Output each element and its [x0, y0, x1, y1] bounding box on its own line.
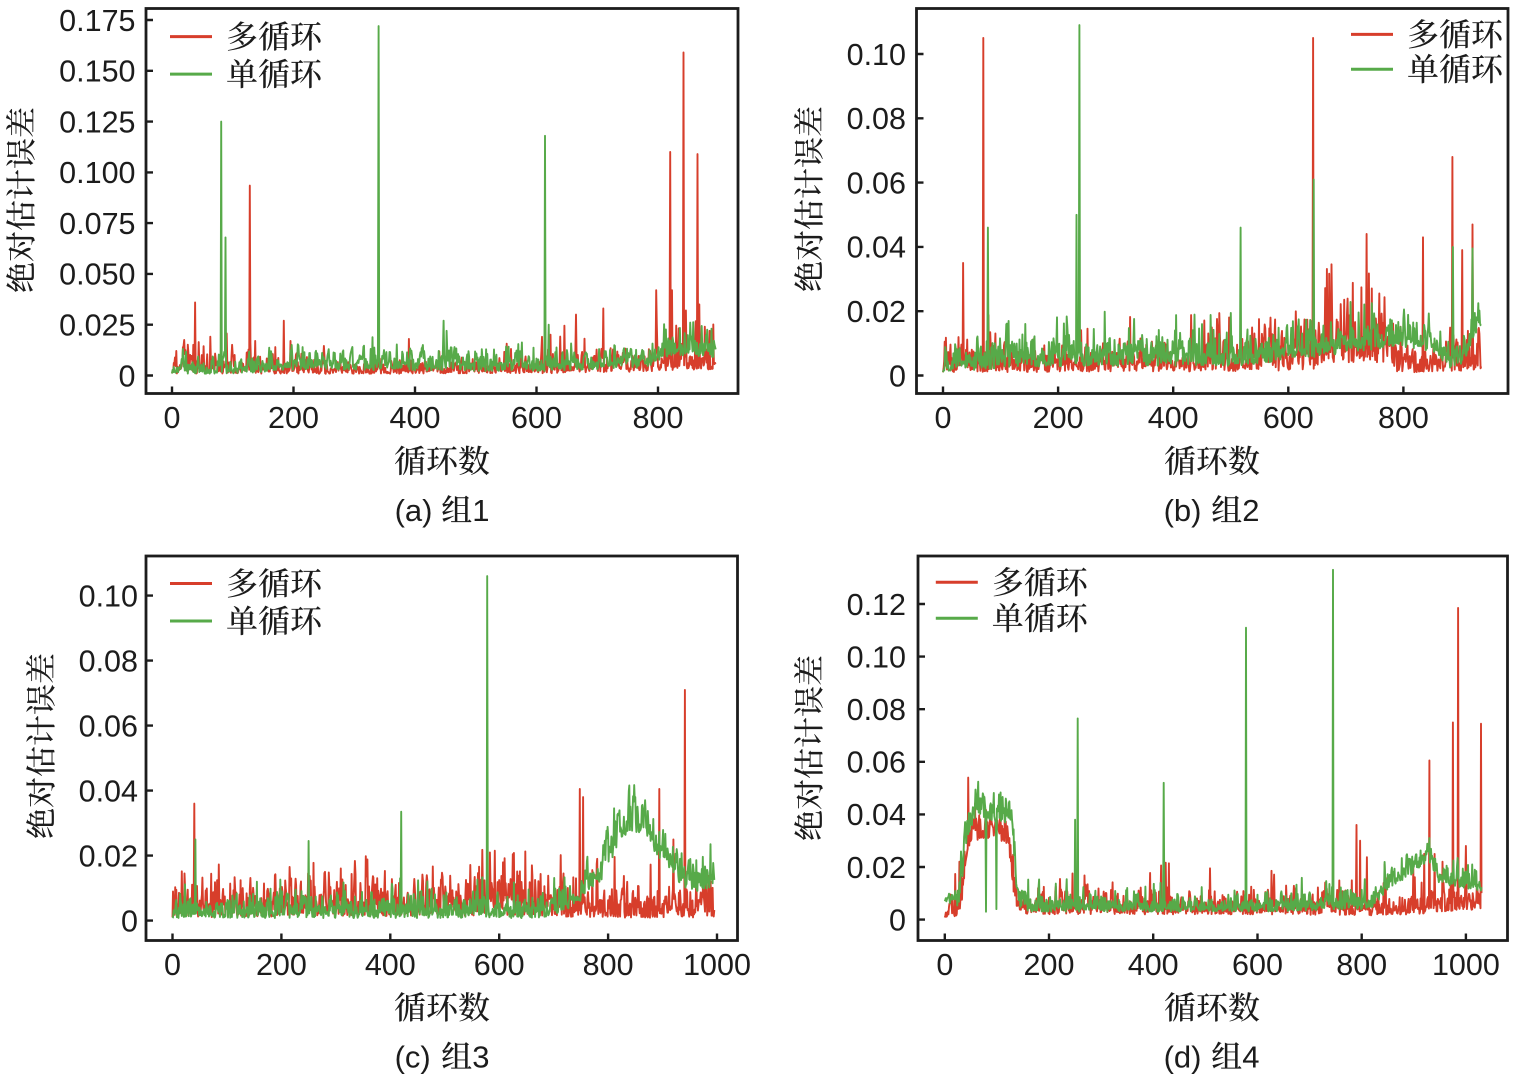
svg-text:0: 0 [936, 948, 953, 982]
svg-text:(a): (a) [395, 493, 433, 528]
svg-text:2: 2 [1242, 493, 1259, 528]
svg-text:1000: 1000 [1432, 948, 1500, 982]
svg-text:800: 800 [1378, 401, 1429, 435]
svg-text:0.12: 0.12 [847, 588, 906, 622]
svg-text:0.025: 0.025 [59, 309, 135, 343]
svg-text:0.02: 0.02 [847, 851, 906, 885]
svg-text:0.150: 0.150 [59, 55, 135, 89]
svg-text:0.10: 0.10 [847, 38, 906, 72]
svg-text:400: 400 [1128, 948, 1179, 982]
svg-text:0.10: 0.10 [79, 579, 138, 613]
svg-text:400: 400 [365, 948, 416, 982]
svg-text:0.175: 0.175 [59, 4, 135, 38]
svg-text:0.04: 0.04 [847, 231, 906, 265]
svg-text:0.10: 0.10 [847, 640, 906, 674]
svg-text:200: 200 [256, 948, 307, 982]
svg-text:0.04: 0.04 [847, 798, 906, 832]
svg-text:400: 400 [390, 401, 441, 435]
svg-text:0.02: 0.02 [847, 295, 906, 329]
svg-text:200: 200 [268, 401, 319, 435]
svg-text:600: 600 [474, 948, 525, 982]
svg-text:800: 800 [1336, 948, 1387, 982]
svg-text:0.08: 0.08 [847, 102, 906, 136]
svg-text:0: 0 [935, 401, 952, 435]
svg-text:0: 0 [164, 948, 181, 982]
svg-text:0.08: 0.08 [847, 693, 906, 727]
svg-text:800: 800 [583, 948, 634, 982]
svg-text:0.06: 0.06 [847, 166, 906, 200]
svg-text:0: 0 [119, 359, 136, 393]
svg-text:600: 600 [1232, 948, 1283, 982]
svg-text:1000: 1000 [683, 948, 751, 982]
svg-text:600: 600 [1263, 401, 1314, 435]
svg-text:0: 0 [121, 904, 138, 938]
svg-text:0.02: 0.02 [79, 839, 138, 873]
svg-text:0.050: 0.050 [59, 258, 135, 292]
svg-text:0.125: 0.125 [59, 105, 135, 139]
svg-text:4: 4 [1242, 1040, 1259, 1075]
svg-text:0.04: 0.04 [79, 774, 138, 808]
svg-text:0: 0 [164, 401, 181, 435]
svg-text:400: 400 [1148, 401, 1199, 435]
svg-text:0.06: 0.06 [79, 709, 138, 743]
svg-text:0.075: 0.075 [59, 207, 135, 241]
svg-text:0: 0 [889, 903, 906, 937]
svg-text:(d): (d) [1164, 1040, 1202, 1075]
svg-text:(c): (c) [395, 1040, 431, 1075]
svg-text:800: 800 [633, 401, 684, 435]
svg-text:200: 200 [1033, 401, 1084, 435]
svg-text:0.100: 0.100 [59, 156, 135, 190]
svg-text:0.08: 0.08 [79, 644, 138, 678]
svg-text:600: 600 [511, 401, 562, 435]
svg-text:0.06: 0.06 [847, 746, 906, 780]
svg-text:0: 0 [889, 359, 906, 393]
svg-text:(b): (b) [1164, 493, 1202, 528]
svg-text:1: 1 [472, 493, 489, 528]
svg-text:3: 3 [472, 1040, 489, 1075]
svg-text:200: 200 [1024, 948, 1075, 982]
